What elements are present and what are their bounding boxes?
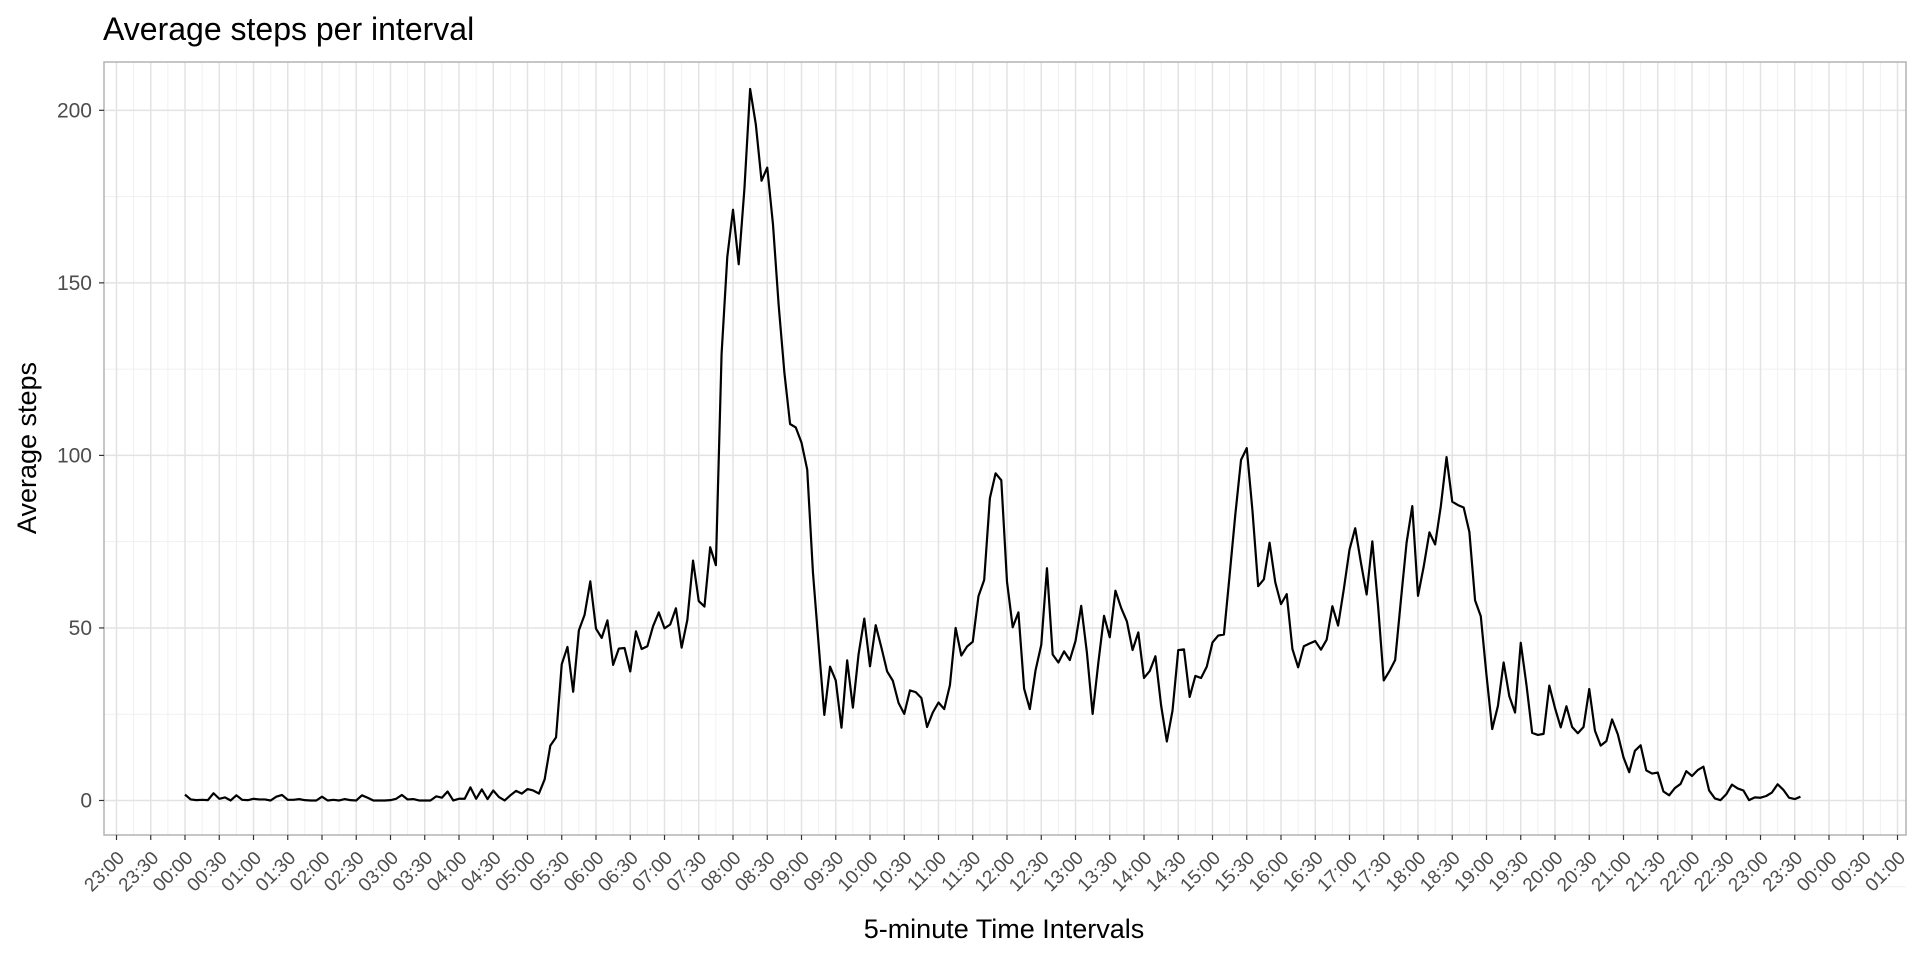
y-tick-label: 0 bbox=[80, 789, 92, 812]
x-axis-title: 5-minute Time Intervals bbox=[864, 914, 1145, 944]
y-tick-label: 150 bbox=[57, 272, 92, 295]
y-axis-tick-labels: 0 50 100 150 200 bbox=[57, 99, 104, 812]
y-tick-label: 50 bbox=[69, 617, 92, 640]
series-line bbox=[184, 87, 1801, 802]
x-tick-label: 11:00 bbox=[904, 848, 951, 895]
plot-panel-border bbox=[103, 61, 1907, 836]
x-tick-label: 10:30 bbox=[868, 848, 916, 896]
major-gridlines bbox=[104, 62, 1906, 835]
minor-gridlines bbox=[104, 62, 1906, 888]
y-axis-title: Average steps bbox=[12, 362, 42, 534]
y-tick-label: 100 bbox=[57, 444, 92, 467]
chart-title: Average steps per interval bbox=[103, 11, 474, 47]
x-tick-label: 01:00 bbox=[1862, 848, 1910, 896]
series-group bbox=[184, 87, 1801, 802]
y-tick-label: 200 bbox=[57, 99, 92, 122]
